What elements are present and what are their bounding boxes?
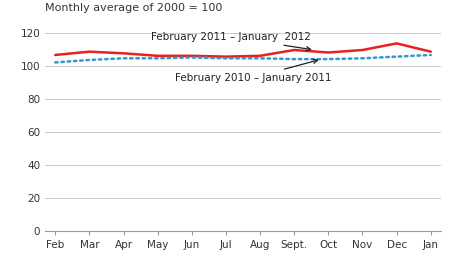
- Text: Monthly average of 2000 = 100: Monthly average of 2000 = 100: [45, 3, 222, 13]
- Text: February 2010 – January 2011: February 2010 – January 2011: [175, 59, 331, 83]
- Text: February 2011 – January  2012: February 2011 – January 2012: [151, 32, 310, 51]
